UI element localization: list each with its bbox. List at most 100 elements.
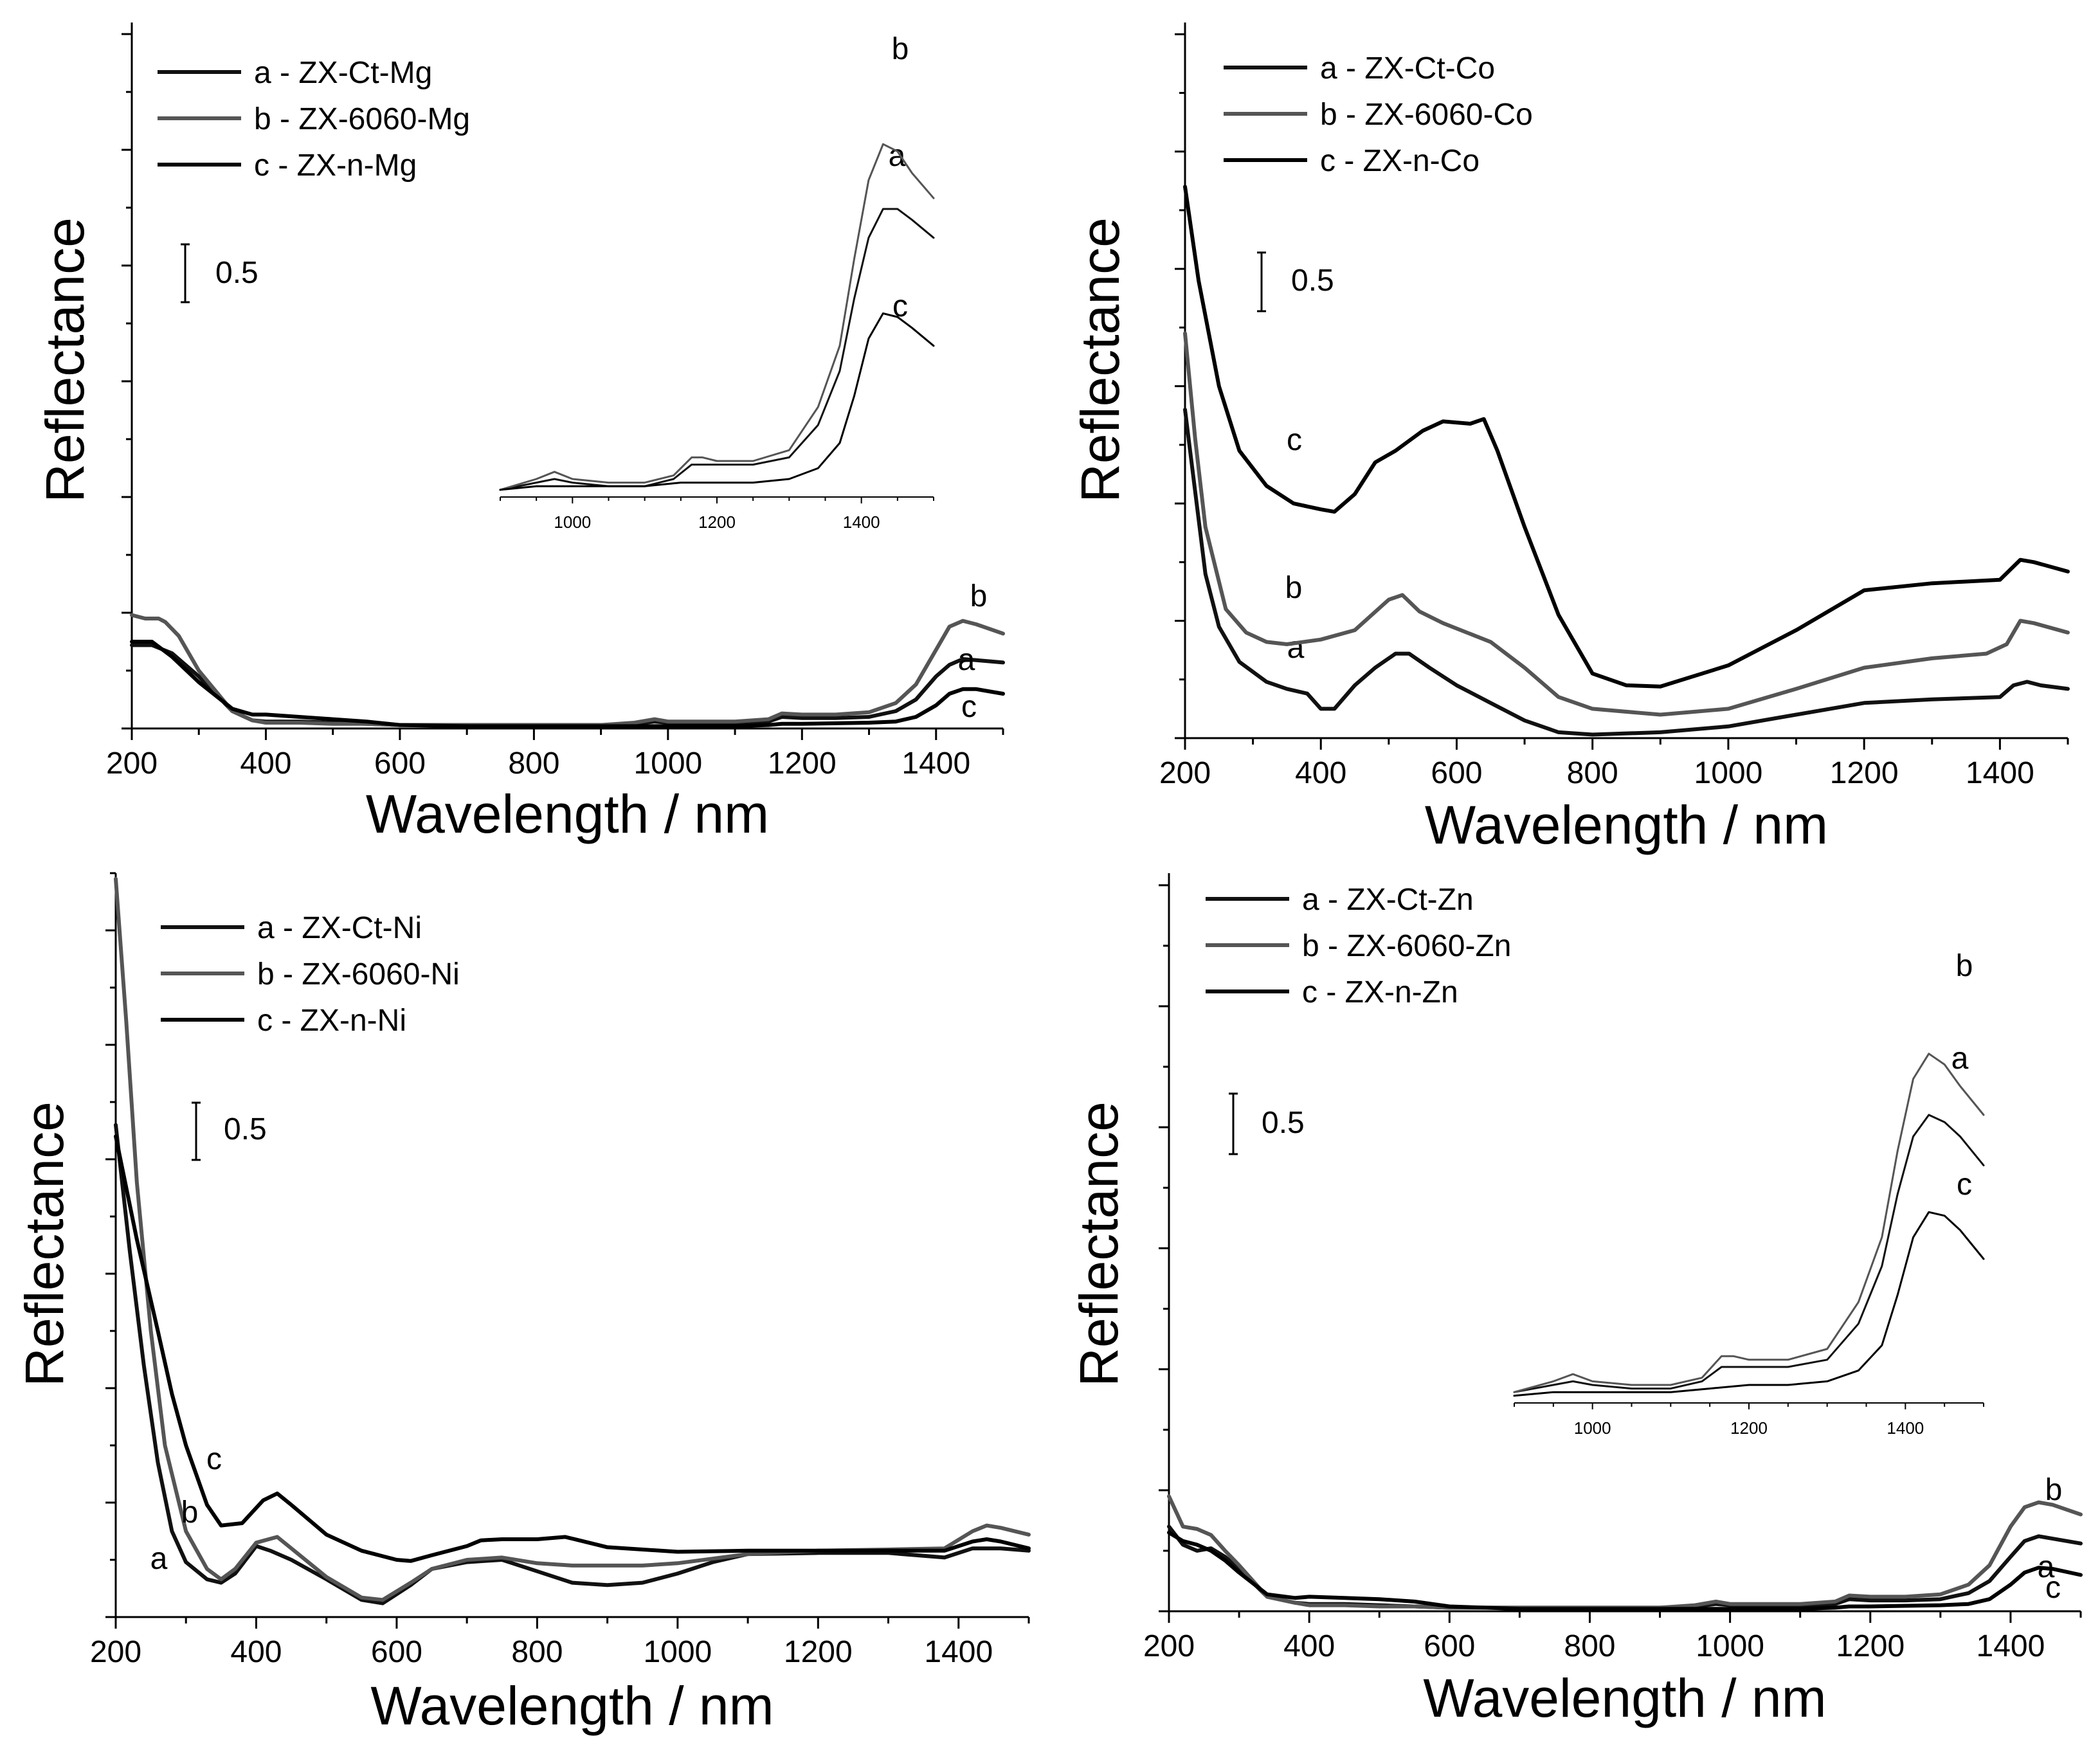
x-tick-label: 800	[1567, 756, 1618, 790]
inset-series-line-a	[1513, 1114, 1985, 1393]
series-line-c	[1167, 1530, 2083, 1611]
x-tick-label: 1400	[1977, 1629, 2045, 1663]
inset-series-label-b: b	[892, 32, 909, 66]
x-tick-label: 1200	[768, 746, 837, 781]
series-line-a	[1183, 408, 2070, 737]
x-tick-label: 1000	[633, 746, 702, 781]
y-axis-title: Reflectance	[14, 1101, 75, 1387]
x-tick-label: 600	[1424, 1629, 1475, 1663]
scale-bar: 0.5	[1257, 251, 1334, 312]
legend: a - ZX-Ct-Ni b - ZX-6060-Ni c - ZX-n-Ni	[161, 911, 460, 1038]
series-line-c	[130, 640, 1005, 728]
series-line-b	[1183, 331, 2070, 717]
inset-series-label-c: c	[892, 289, 908, 323]
inset-series-line-a	[499, 208, 935, 491]
x-tick-label: 1000	[1696, 1629, 1764, 1663]
chart-panel-bottom-right: 200 400 600 800 1000 1200 1400 Wavelength / nm R…	[1069, 873, 2083, 1728]
x-axis-title: Wavelength / nm	[370, 1676, 774, 1736]
x-tick-label: 400	[1283, 1629, 1335, 1663]
legend: a - ZX-Ct-Co b - ZX-6060-Co c - ZX-n-Co	[1224, 51, 1533, 178]
series-label-c: c	[206, 1442, 222, 1476]
x-tick-label: 400	[230, 1635, 282, 1669]
x-tick-label: 600	[374, 746, 426, 781]
series-label-a: a	[150, 1542, 168, 1576]
x-axis-title: Wavelength / nm	[1423, 1668, 1826, 1728]
legend-entry-a: a - ZX-Ct-Mg	[254, 56, 432, 90]
scale-bar: 0.5	[192, 1101, 267, 1161]
series-line-a	[114, 1123, 1031, 1605]
series-label-b: b	[1285, 571, 1303, 605]
legend-entry-b: b - ZX-6060-Mg	[254, 102, 470, 136]
y-axis-title: Reflectance	[1069, 1101, 1129, 1387]
scale-bar-label: 0.5	[224, 1112, 267, 1146]
inset-series-line-b	[499, 143, 935, 491]
inset-series-line-c	[499, 312, 935, 491]
scale-bar-label: 0.5	[215, 256, 258, 290]
x-tick-label: 800	[511, 1635, 563, 1669]
inset-series-label-a: a	[889, 139, 906, 173]
x-tick-label: 800	[1564, 1629, 1615, 1663]
x-tick-label: 1400	[901, 746, 970, 781]
legend-entry-a: a - ZX-Ct-Zn	[1302, 883, 1474, 917]
inset-chart: 1000 1200 1400 a b c	[499, 32, 935, 532]
inset-series-label-c: c	[1957, 1168, 1972, 1202]
chart-panel-top-left: 200 400 600 800 1000 1200 1400 Wavelength / nm R…	[35, 23, 1005, 844]
x-tick-label: 400	[240, 746, 291, 781]
x-tick-label: 400	[1295, 756, 1346, 790]
series-label-b: b	[970, 579, 988, 613]
x-tick-label: 200	[1159, 756, 1211, 790]
series-label-a: a	[958, 643, 975, 677]
series-label-c: c	[1287, 423, 1302, 457]
y-axis-title: Reflectance	[1070, 217, 1130, 503]
x-tick-label: 1200	[1836, 1629, 1905, 1663]
inset-x-tick-label: 1200	[1730, 1418, 1768, 1438]
y-axis-title: Reflectance	[35, 217, 95, 503]
inset-chart: 1000 1200 1400 a b c	[1513, 949, 1985, 1438]
legend-entry-b: b - ZX-6060-Zn	[1302, 929, 1511, 963]
chart-panel-bottom-left: 200 400 600 800 1000 1200 1400 Wavelength / nm R…	[14, 872, 1031, 1736]
x-tick-label: 800	[508, 746, 559, 781]
x-tick-label: 200	[1143, 1629, 1195, 1663]
x-axis-title: Wavelength / nm	[366, 784, 769, 844]
x-tick-label: 1200	[1830, 756, 1899, 790]
x-tick-label: 1000	[1694, 756, 1763, 790]
series-line-c	[1183, 185, 2070, 689]
series-line-b	[114, 876, 1031, 1602]
legend-entry-c: c - ZX-n-Mg	[254, 149, 417, 183]
legend: a - ZX-Ct-Zn b - ZX-6060-Zn c - ZX-n-Zn	[1206, 883, 1511, 1009]
legend: a - ZX-Ct-Mg b - ZX-6060-Mg c - ZX-n-Mg	[158, 56, 470, 183]
inset-series-line-c	[1513, 1211, 1985, 1397]
inset-x-tick-label: 1200	[698, 512, 736, 532]
x-axis-title: Wavelength / nm	[1425, 795, 1828, 855]
x-tick-label: 1400	[924, 1635, 993, 1669]
series-label-a: a	[1287, 631, 1305, 665]
legend-entry-c: c - ZX-n-Co	[1320, 144, 1480, 178]
legend-entry-a: a - ZX-Ct-Ni	[257, 911, 422, 945]
legend-entry-c: c - ZX-n-Zn	[1302, 975, 1458, 1009]
x-tick-label: 1200	[784, 1635, 853, 1669]
scale-bar-label: 0.5	[1291, 264, 1334, 298]
series-line-b	[130, 613, 1005, 727]
x-tick-label: 1400	[1966, 756, 2034, 790]
series-label-b: b	[181, 1496, 199, 1530]
x-tick-label: 600	[1431, 756, 1482, 790]
inset-x-tick-label: 1000	[554, 512, 591, 532]
x-tick-label: 1000	[643, 1635, 712, 1669]
x-tick-label: 200	[106, 746, 158, 781]
series-label-c: c	[2045, 1571, 2061, 1605]
scale-bar-label: 0.5	[1262, 1106, 1305, 1140]
scale-bar: 0.5	[1229, 1092, 1305, 1155]
chart-panel-top-right: 200 400 600 800 1000 1200 1400 Wavelength / nm R…	[1070, 23, 2070, 855]
legend-entry-a: a - ZX-Ct-Co	[1320, 51, 1495, 86]
inset-series-label-b: b	[1956, 949, 1973, 983]
inset-x-tick-label: 1400	[843, 512, 880, 532]
inset-series-label-a: a	[1951, 1042, 1969, 1076]
legend-entry-c: c - ZX-n-Ni	[257, 1004, 406, 1038]
series-line-c	[114, 1134, 1031, 1563]
inset-x-tick-label: 1000	[1574, 1418, 1611, 1438]
legend-entry-b: b - ZX-6060-Ni	[257, 957, 460, 991]
inset-series-line-b	[1513, 1053, 1985, 1393]
series-label-c: c	[961, 690, 977, 724]
inset-x-tick-label: 1400	[1887, 1418, 1924, 1438]
